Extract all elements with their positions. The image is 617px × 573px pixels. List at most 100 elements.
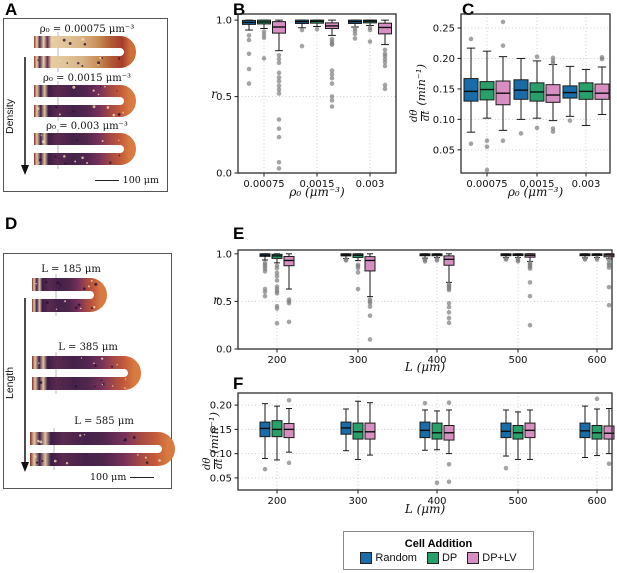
- outlier-point: [503, 465, 509, 471]
- box-DP-400: [431, 410, 443, 486]
- y-tick-label: 1.0: [216, 249, 232, 260]
- outlier-point: [599, 56, 605, 62]
- cell-speckle: [80, 357, 83, 359]
- box-DP+LV-0.003: [378, 19, 392, 92]
- cell-speckle: [59, 283, 62, 286]
- box-Random-0.00075: [463, 36, 479, 147]
- cell-speckle: [144, 456, 147, 459]
- legend-box: Cell Addition Random DP DP+LV: [343, 531, 534, 570]
- cell-speckle: [51, 39, 54, 41]
- outlier-point: [382, 59, 388, 65]
- outlier-point: [446, 479, 452, 485]
- outlier-point: [500, 43, 506, 48]
- cell-speckle: [74, 385, 78, 388]
- boxplot-rotation-vs-density: 0.00075 0.0015 0.003 0.05 0.10 0.15 0.20 0.25: [433, 13, 611, 190]
- length-image-caption: L = 585 μm: [74, 416, 134, 427]
- x-tick-label: 0.003: [572, 179, 601, 190]
- cell-speckle: [55, 105, 58, 109]
- box-Random-600: [579, 253, 591, 262]
- length-axis-label: Length: [4, 366, 16, 400]
- outlier-point: [534, 125, 540, 131]
- channel-image: [30, 428, 175, 470]
- outlier-point: [606, 284, 612, 290]
- channel-image: [32, 274, 107, 316]
- outlier-point: [515, 259, 521, 264]
- box-Random-400: [419, 400, 431, 451]
- plot-frame: [237, 249, 613, 350]
- scale-bar-label: 100 μm: [90, 472, 127, 483]
- outlier-point: [276, 134, 282, 140]
- outlier-point: [286, 301, 292, 306]
- cell-speckle: [94, 364, 97, 367]
- outlier-point: [299, 43, 305, 49]
- cell-speckle: [97, 64, 100, 66]
- cell-speckle: [90, 307, 93, 310]
- cell-speckle: [99, 56, 102, 60]
- cell-speckle: [112, 113, 116, 117]
- boxplot-r-vs-length: 200 300 400 500 600 0.0 0.5 1.0: [216, 249, 615, 366]
- outlier-point: [527, 266, 533, 271]
- box-DP+LV-0.00075: [272, 19, 286, 171]
- cell-speckle: [79, 434, 82, 437]
- cell-speckle: [124, 387, 126, 389]
- scale-bar-label: 100 μm: [122, 175, 159, 186]
- outlier-point: [527, 322, 533, 328]
- cell-speckle: [145, 461, 149, 464]
- outlier-point: [484, 138, 490, 144]
- outlier-point: [276, 159, 282, 165]
- outlier-point: [276, 87, 282, 92]
- u-channel-shape: [32, 278, 107, 312]
- cell-speckle: [93, 362, 95, 365]
- box-DP-0.00075: [257, 19, 271, 61]
- cell-speckle: [35, 461, 39, 464]
- box-DP+LV-500: [524, 253, 536, 328]
- cell-speckle: [35, 282, 37, 285]
- cell-speckle: [104, 85, 106, 88]
- outlier-point: [262, 269, 268, 274]
- outlier-point: [246, 51, 252, 57]
- outlier-point: [422, 259, 428, 264]
- outlier-point: [262, 293, 268, 299]
- cell-speckle: [76, 139, 79, 142]
- cell-speckle: [93, 385, 96, 388]
- cell-speckle: [122, 111, 125, 114]
- x-tick-label: 400: [427, 496, 446, 507]
- outlier-point: [446, 310, 452, 315]
- cell-speckle: [109, 161, 112, 164]
- length-arrow-icon: [21, 298, 29, 472]
- y-tick-label: 0.05: [433, 145, 455, 156]
- outlier-point: [329, 104, 335, 109]
- box-DP+LV-600: [603, 408, 615, 467]
- cell-speckle: [62, 38, 66, 42]
- y-tick-label: 1.0: [216, 16, 232, 27]
- legend-title: Cell Addition: [404, 537, 473, 550]
- outlier-point: [329, 81, 335, 86]
- u-channel-shape: [30, 432, 175, 466]
- cell-speckle: [55, 308, 58, 310]
- panel-label-a: A: [5, 0, 18, 19]
- cell-speckle: [118, 154, 121, 157]
- y-axis-label-f: dθ dt (min⁻¹): [201, 405, 227, 477]
- outlier-point: [329, 68, 335, 73]
- outlier-point: [446, 400, 452, 405]
- box-DP-600: [591, 253, 603, 262]
- outlier-point: [500, 138, 506, 144]
- cell-speckle: [116, 363, 118, 366]
- outlier-point: [355, 270, 361, 275]
- cell-speckle: [92, 105, 96, 109]
- cell-speckle: [45, 301, 49, 305]
- box-Random-0.0015: [513, 57, 529, 136]
- box-DP+LV-400: [443, 400, 455, 485]
- cell-speckle: [158, 459, 161, 462]
- cell-speckle: [83, 42, 87, 46]
- cell-speckle: [81, 37, 85, 41]
- outlier-point: [286, 319, 292, 325]
- outlier-point: [274, 291, 280, 296]
- cell-speckle: [86, 161, 89, 165]
- outlier-point: [274, 320, 280, 326]
- scale-bar: 100 μm: [90, 472, 155, 483]
- cell-speckle: [39, 440, 43, 444]
- legend-item-dp: DP: [426, 551, 457, 564]
- box-Random-0.003: [562, 65, 578, 123]
- box-Random-200: [259, 253, 271, 299]
